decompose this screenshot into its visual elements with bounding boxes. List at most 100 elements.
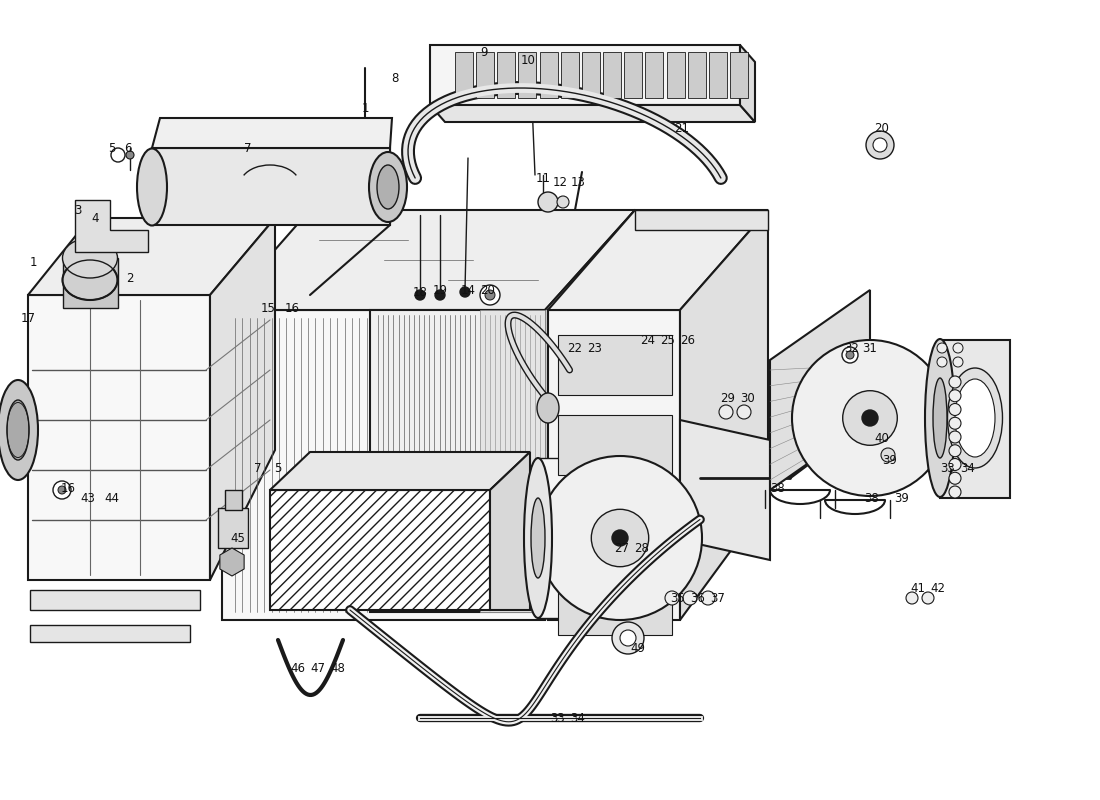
Text: 22: 22 <box>568 342 583 354</box>
Polygon shape <box>646 52 663 98</box>
Text: 20: 20 <box>874 122 890 134</box>
Circle shape <box>666 591 679 605</box>
Polygon shape <box>548 210 768 310</box>
Text: 41: 41 <box>911 582 925 594</box>
Circle shape <box>906 592 918 604</box>
Text: 1: 1 <box>30 255 36 269</box>
Ellipse shape <box>531 498 544 578</box>
Text: 47: 47 <box>310 662 326 674</box>
Circle shape <box>538 192 558 212</box>
Ellipse shape <box>368 152 407 222</box>
Polygon shape <box>538 458 620 618</box>
Text: 5: 5 <box>274 462 282 474</box>
Text: 20: 20 <box>481 283 495 297</box>
Polygon shape <box>548 310 680 620</box>
Text: 21: 21 <box>674 122 690 134</box>
Text: 25: 25 <box>661 334 675 346</box>
Text: 38: 38 <box>865 491 879 505</box>
Circle shape <box>701 591 715 605</box>
Polygon shape <box>518 52 537 98</box>
Ellipse shape <box>947 368 1002 468</box>
Text: 9: 9 <box>481 46 487 58</box>
Circle shape <box>937 343 947 353</box>
Text: 46: 46 <box>290 662 306 674</box>
Circle shape <box>126 151 134 159</box>
Circle shape <box>460 287 470 297</box>
Text: 1: 1 <box>361 102 368 114</box>
Polygon shape <box>63 258 118 308</box>
Text: 7: 7 <box>244 142 252 154</box>
Circle shape <box>873 138 887 152</box>
Polygon shape <box>455 52 473 98</box>
Circle shape <box>557 196 569 208</box>
Circle shape <box>842 347 858 363</box>
Circle shape <box>949 458 961 470</box>
Polygon shape <box>28 295 210 580</box>
Text: 11: 11 <box>536 171 550 185</box>
Circle shape <box>538 456 702 620</box>
Text: 38: 38 <box>771 482 785 494</box>
Polygon shape <box>708 52 727 98</box>
Text: 2: 2 <box>126 271 134 285</box>
Text: 4: 4 <box>91 211 99 225</box>
Polygon shape <box>430 105 755 122</box>
Polygon shape <box>152 118 392 148</box>
Text: 34: 34 <box>960 462 976 474</box>
Text: 40: 40 <box>874 431 890 445</box>
Polygon shape <box>770 290 870 490</box>
Polygon shape <box>582 52 600 98</box>
Text: 43: 43 <box>80 491 96 505</box>
Polygon shape <box>624 52 642 98</box>
Text: 39: 39 <box>882 454 898 466</box>
Polygon shape <box>680 210 768 620</box>
Circle shape <box>949 472 961 484</box>
Polygon shape <box>370 310 544 612</box>
Polygon shape <box>558 575 672 635</box>
Circle shape <box>949 403 961 415</box>
Circle shape <box>949 376 961 388</box>
Text: 12: 12 <box>552 175 568 189</box>
Text: 7: 7 <box>254 462 262 474</box>
Polygon shape <box>667 52 684 98</box>
Polygon shape <box>490 452 530 610</box>
Circle shape <box>949 418 961 430</box>
Ellipse shape <box>63 238 118 278</box>
Polygon shape <box>540 52 558 98</box>
Text: 34: 34 <box>571 711 585 725</box>
Polygon shape <box>270 452 530 490</box>
Text: 37: 37 <box>711 591 725 605</box>
Text: 19: 19 <box>432 283 448 297</box>
Circle shape <box>620 630 636 646</box>
Circle shape <box>58 486 66 494</box>
Polygon shape <box>430 45 740 105</box>
Polygon shape <box>222 210 635 310</box>
Text: 24: 24 <box>640 334 656 346</box>
Polygon shape <box>558 495 672 555</box>
Ellipse shape <box>7 400 29 460</box>
Polygon shape <box>152 148 390 225</box>
Text: 16: 16 <box>285 302 299 314</box>
Text: 48: 48 <box>331 662 345 674</box>
Polygon shape <box>558 415 672 475</box>
Polygon shape <box>270 490 490 610</box>
Circle shape <box>111 148 125 162</box>
Text: 49: 49 <box>630 642 646 654</box>
Polygon shape <box>480 310 544 612</box>
Circle shape <box>683 591 697 605</box>
Text: 14: 14 <box>461 283 475 297</box>
Text: 18: 18 <box>412 286 428 298</box>
Circle shape <box>612 622 643 654</box>
Polygon shape <box>603 52 622 98</box>
Circle shape <box>612 530 628 546</box>
Ellipse shape <box>377 165 399 209</box>
Ellipse shape <box>138 149 167 226</box>
Text: 31: 31 <box>862 342 878 354</box>
Text: 33: 33 <box>551 711 565 725</box>
Text: 16: 16 <box>60 482 76 494</box>
Circle shape <box>737 405 751 419</box>
Text: 13: 13 <box>571 175 585 189</box>
Circle shape <box>415 290 425 300</box>
Text: 45: 45 <box>231 531 245 545</box>
Text: 5: 5 <box>108 142 115 154</box>
Polygon shape <box>730 52 748 98</box>
